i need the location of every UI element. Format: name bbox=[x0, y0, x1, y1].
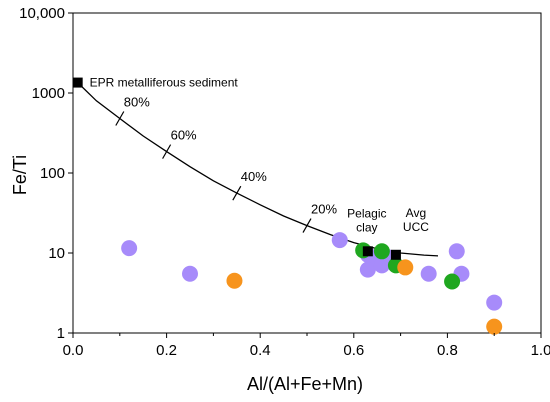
y-tick-label: 1000 bbox=[32, 85, 65, 102]
end-member-marker bbox=[362, 246, 373, 257]
purple-data-point bbox=[121, 240, 138, 257]
end-member-marker bbox=[390, 249, 401, 260]
y-axis-title: Fe/Ti bbox=[10, 155, 30, 195]
mixing-percent-label: 40% bbox=[241, 169, 267, 184]
x-tick-label: 0.4 bbox=[250, 342, 271, 359]
mixing-tick bbox=[115, 111, 125, 126]
x-tick-label: 0.0 bbox=[63, 342, 84, 359]
plot-area bbox=[72, 12, 542, 334]
purple-data-point bbox=[182, 265, 198, 282]
mixing-percent-label: 20% bbox=[311, 202, 337, 217]
end-member-label: UCC bbox=[403, 220, 429, 234]
y-tick-label: 1 bbox=[57, 325, 65, 342]
purple-data-point bbox=[359, 261, 376, 278]
end-member-marker bbox=[72, 77, 83, 88]
plot-frame bbox=[72, 12, 542, 334]
green-data-point bbox=[373, 243, 390, 260]
orange-data-point bbox=[397, 259, 414, 276]
purple-data-point bbox=[420, 265, 437, 282]
purple-data-point bbox=[448, 243, 465, 260]
mixing-tick bbox=[232, 185, 242, 201]
purple-data-point bbox=[331, 232, 348, 249]
mixing-tick bbox=[302, 218, 312, 233]
end-member-label: Pelagic bbox=[347, 206, 386, 220]
end-member-label: Avg bbox=[406, 206, 426, 220]
y-tick-label: 10 bbox=[48, 245, 65, 262]
x-axis-title: Al/(Al+Fe+Mn) bbox=[247, 374, 363, 394]
orange-data-point bbox=[226, 272, 243, 289]
mixing-percent-label: 80% bbox=[124, 95, 150, 110]
purple-data-point bbox=[486, 294, 503, 311]
data-points-group bbox=[121, 232, 503, 335]
mixing-percent-label: 60% bbox=[171, 128, 197, 143]
x-tick-label: 0.6 bbox=[343, 342, 364, 359]
axes-group: 0.0 0.2 0.4 0.6 0.8 1.0 1 10 100 1000 10,000 bbox=[19, 5, 550, 359]
y-tick-label: 100 bbox=[40, 165, 65, 182]
y-tick-label: 10,000 bbox=[19, 5, 65, 22]
x-tick-label: 1.0 bbox=[531, 342, 550, 359]
end-member-label: clay bbox=[356, 220, 377, 234]
mixing-curve-group: 80% 60% 40% 20% bbox=[77, 82, 439, 257]
orange-data-point bbox=[486, 318, 503, 335]
x-tick-label: 0.2 bbox=[156, 342, 177, 359]
end-member-label: EPR metalliferous sediment bbox=[90, 76, 239, 90]
mixing-tick bbox=[162, 144, 172, 159]
x-tick-label: 0.8 bbox=[437, 342, 458, 359]
green-data-point bbox=[444, 273, 461, 290]
